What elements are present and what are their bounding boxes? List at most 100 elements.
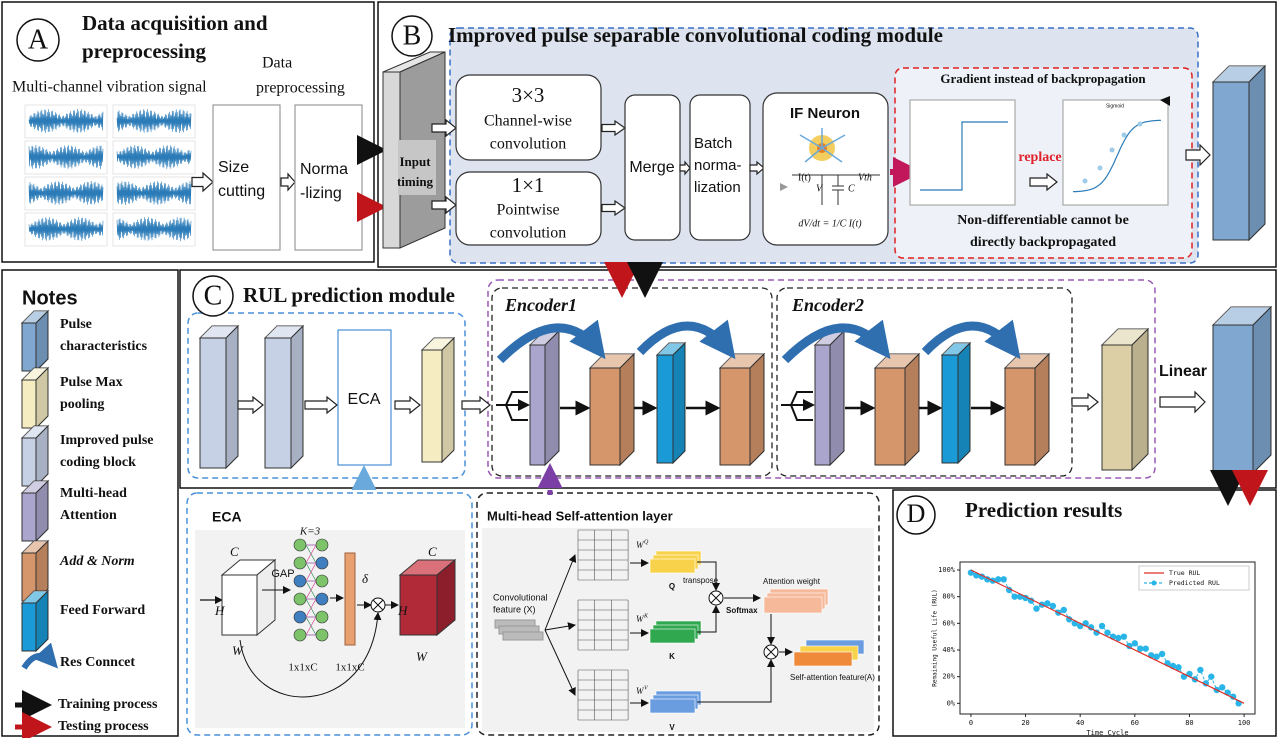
- feedforward-slab: [942, 355, 958, 463]
- note-label: Testing process: [58, 719, 149, 734]
- dim-label: 1x1xC: [288, 662, 317, 674]
- op-label: Attention weight: [763, 577, 821, 586]
- dim-label: C: [428, 544, 437, 559]
- dim-label: H: [397, 603, 408, 618]
- sigmoid-dot: [1098, 166, 1103, 171]
- addnorm-slab: [1005, 368, 1035, 465]
- node: [316, 629, 328, 641]
- y-tick-label: 20%: [942, 673, 955, 681]
- x-tick-label: 80: [1185, 719, 1193, 727]
- note-label: pooling: [60, 397, 104, 412]
- note-label: Feed Forward: [60, 603, 145, 618]
- replace-label: replace: [1018, 150, 1061, 165]
- label: preprocessing: [256, 80, 345, 97]
- feature-slab: [442, 338, 454, 462]
- panel-title: Improved pulse separable convolutional c…: [448, 23, 943, 47]
- process-box: [213, 105, 280, 250]
- legend-swatch: [1152, 581, 1157, 586]
- y-axis-label: Remaining Useful Life (RUL): [932, 589, 939, 687]
- note-label: Multi-head: [60, 486, 127, 501]
- data-point: [1208, 673, 1214, 679]
- label: Multi-channel vibration signal: [12, 79, 207, 96]
- addnorm-slab: [590, 368, 620, 465]
- data-point: [1033, 605, 1039, 611]
- head-matrix: [650, 559, 695, 573]
- plot-title: Sigmoid: [1106, 103, 1124, 109]
- attention-slab: [530, 345, 545, 465]
- data-point: [1121, 633, 1127, 639]
- node: [316, 539, 328, 551]
- region-title: Multi-head Self-attention layer: [487, 508, 673, 523]
- feature-slab: [1132, 329, 1148, 470]
- op-label: δ: [362, 571, 369, 586]
- panel-letter: A: [28, 24, 49, 55]
- feature-slab: [265, 338, 291, 468]
- x-tick-label: 20: [1021, 719, 1029, 727]
- x-tick-label: 60: [1131, 719, 1139, 727]
- box-label: IF Neuron: [790, 105, 860, 122]
- region-title: ECA: [212, 509, 242, 525]
- output-slab: [1253, 307, 1271, 473]
- data-point: [1197, 667, 1203, 673]
- data-point: [1011, 593, 1017, 599]
- data-point: [1099, 623, 1105, 629]
- box-label: convolution: [490, 136, 566, 153]
- formula-label: C: [848, 183, 855, 194]
- box-label: Merge: [629, 159, 674, 176]
- cube: [222, 575, 257, 635]
- data-point: [1132, 640, 1138, 646]
- data-point: [1143, 645, 1149, 651]
- data-point: [1219, 684, 1225, 690]
- y-tick-label: 60%: [942, 619, 955, 627]
- dim-label: H: [214, 603, 225, 618]
- x-axis-label: Time Cycle: [1086, 729, 1128, 737]
- weight-bar: [345, 553, 355, 645]
- data-point: [1061, 607, 1067, 613]
- node: [316, 575, 328, 587]
- node: [294, 611, 306, 623]
- box-label: norma-: [694, 157, 742, 174]
- box-label: convolution: [490, 225, 566, 242]
- op-label: Softmax: [726, 606, 758, 615]
- box-label: Batch: [694, 135, 732, 152]
- legend-icon: [22, 493, 36, 541]
- node: [316, 557, 328, 569]
- addnorm-slab: [620, 354, 634, 465]
- note-label: coding block: [60, 455, 136, 470]
- addnorm-slab: [750, 354, 764, 465]
- dim-label: W: [232, 643, 244, 658]
- y-tick-label: 0%: [947, 699, 956, 707]
- label: timing: [397, 174, 434, 189]
- dim-label: C: [230, 544, 239, 559]
- box-label: cutting: [218, 183, 265, 200]
- data-point: [1159, 651, 1165, 657]
- region-title: Gradient instead of backpropagation: [940, 71, 1146, 86]
- panel-title: preprocessing: [82, 39, 207, 63]
- panel-letter: D: [907, 499, 926, 528]
- note: directly backpropagated: [970, 235, 1116, 250]
- note-label: Add & Norm: [59, 554, 135, 569]
- input-label: feature (X): [493, 604, 536, 614]
- note-label: Training process: [58, 697, 158, 712]
- panel-letter: C: [204, 280, 223, 311]
- x-tick-label: 100: [1238, 719, 1251, 727]
- box-label: 3×3: [512, 83, 545, 107]
- label: Linear: [1159, 363, 1207, 380]
- output-label: Self-attention feature(A): [790, 673, 875, 682]
- head-label: V: [669, 723, 675, 732]
- feedforward-slab: [958, 343, 970, 463]
- input-label: Convolutional: [493, 592, 548, 602]
- sigmoid-dot: [1122, 133, 1127, 138]
- label: Input: [399, 154, 431, 169]
- node: [294, 539, 306, 551]
- page: { "panel_a":{"letter":"A","title":["Data…: [0, 0, 1279, 738]
- attention-slab: [815, 345, 830, 465]
- feature-slab: [1102, 345, 1132, 470]
- encoder-label: Encoder1: [504, 295, 577, 315]
- box-label: 1×1: [512, 173, 545, 197]
- legend-label: True RUL: [1169, 569, 1200, 577]
- formula-label: I(t): [798, 172, 811, 183]
- note-label: Res Conncet: [60, 655, 135, 670]
- legend-icon: [22, 438, 36, 486]
- op-label: K=3: [299, 526, 321, 538]
